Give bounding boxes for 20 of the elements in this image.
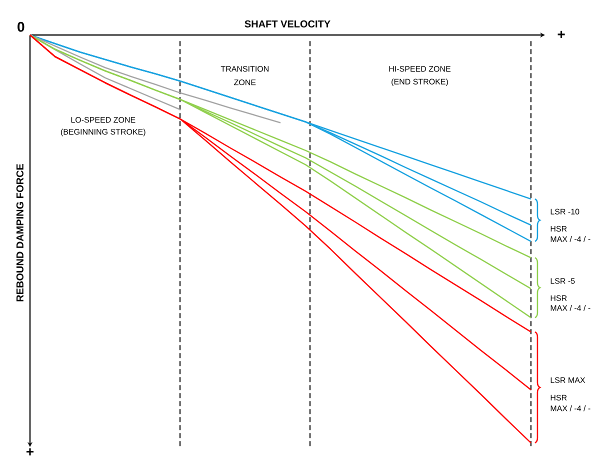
- y-axis-title: REBOUND DAMPING FORCE: [16, 164, 24, 302]
- text: LSR -5: [550, 278, 575, 284]
- annotation: TRANSITION: [220, 66, 268, 72]
- text: LSR MAX: [550, 377, 586, 383]
- annotation: ZONE: [234, 79, 256, 86]
- annotation: (BEGINNING STROKE): [60, 128, 146, 136]
- annotation: LO-SPEED ZONE: [71, 117, 136, 123]
- text: LSR -10: [550, 208, 580, 214]
- annotation: (END STROKE): [392, 78, 448, 86]
- text: 0: [18, 22, 24, 32]
- x-axis-title: SHAFT VELOCITY: [244, 20, 330, 28]
- text: +: [26, 448, 34, 456]
- text: HSR: [550, 295, 567, 301]
- text: HSR: [550, 394, 567, 400]
- text: MAX / -4 / -: [550, 405, 590, 412]
- text: MAX / -4 / -: [550, 236, 590, 242]
- text: HSR: [550, 226, 567, 232]
- annotation: HI-SPEED ZONE: [389, 66, 451, 72]
- text: +: [558, 30, 565, 38]
- text: MAX / -4 / -: [550, 304, 590, 311]
